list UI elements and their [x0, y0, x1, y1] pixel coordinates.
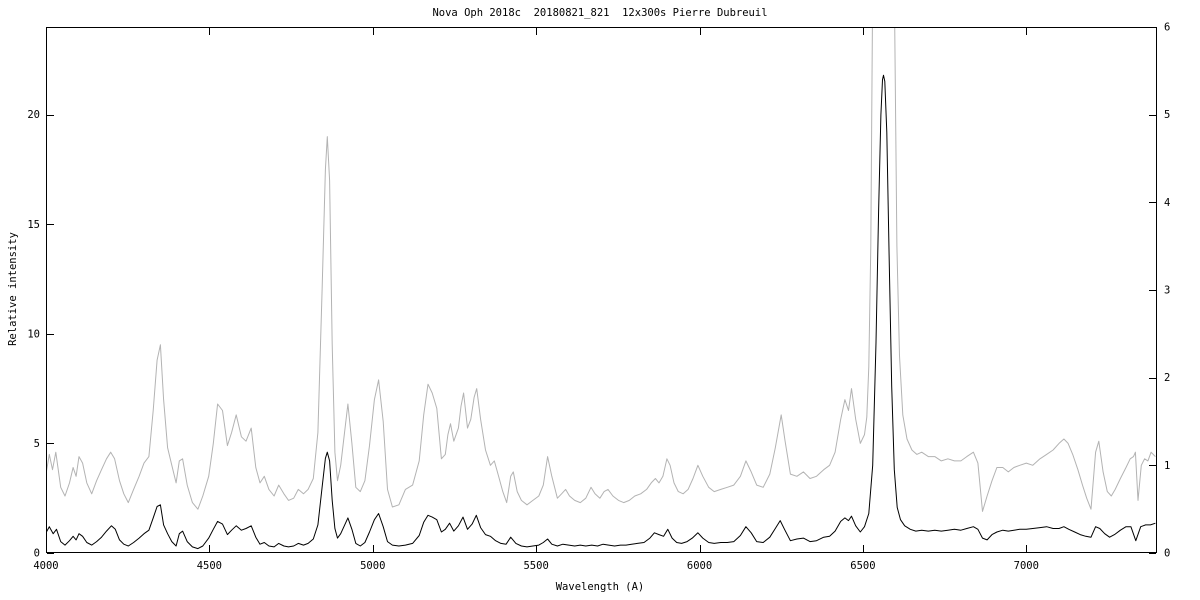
x-tick-label: 5000 [360, 560, 385, 572]
x-tick-label: 6500 [850, 560, 875, 572]
x-tick-label: 7000 [1014, 560, 1039, 572]
curves-group [46, 27, 1156, 550]
series-gray-amplified-spectrum [46, 27, 1156, 512]
y-right-tick-label: 0 [1164, 548, 1170, 560]
x-axis-label: Wavelength (A) [555, 581, 645, 593]
x-tick-label: 4000 [33, 560, 58, 572]
y-left-tick-label: 5 [34, 438, 40, 450]
y-left-tick-label: 20 [27, 109, 40, 121]
axis-ticks [46, 27, 1156, 554]
x-tick-label: 4500 [197, 560, 222, 572]
y-right-tick-label: 5 [1164, 109, 1170, 121]
x-tick-label: 5500 [523, 560, 548, 572]
y-left-tick-label: 0 [34, 548, 40, 560]
chart-title: Nova Oph 2018c 20180821_821 12x300s Pier… [432, 7, 768, 19]
tick-labels: 4000 4500 5000 5500 6000 6500 7000 0 5 10 15 20 0 1 2 3… [27, 22, 1170, 573]
y-right-tick-label: 1 [1164, 460, 1170, 472]
x-tick-label: 6000 [687, 560, 712, 572]
y-right-tick-label: 4 [1164, 197, 1170, 209]
plot-frame [46, 27, 1157, 553]
y-left-tick-label: 15 [27, 219, 40, 231]
series-black-spectrum [46, 74, 1156, 550]
y-right-tick-label: 6 [1164, 22, 1170, 34]
y-right-tick-label: 3 [1164, 285, 1170, 297]
y-right-tick-label: 2 [1164, 372, 1170, 384]
y-left-tick-label: 10 [27, 328, 40, 340]
